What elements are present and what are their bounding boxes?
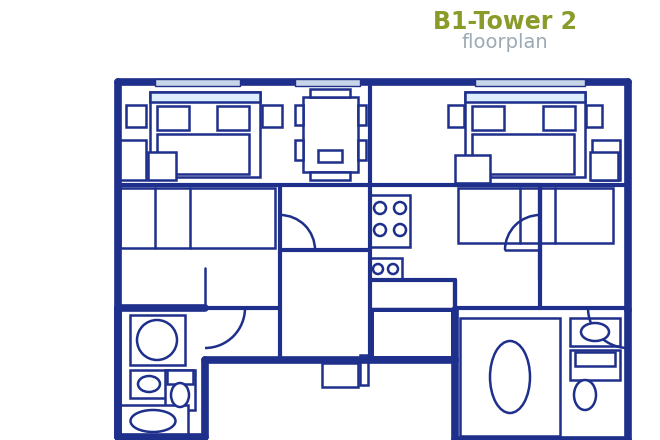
Bar xyxy=(155,79,240,86)
Bar xyxy=(543,106,575,130)
Bar xyxy=(322,363,358,387)
Bar xyxy=(150,92,260,177)
Bar xyxy=(310,172,350,180)
Bar xyxy=(448,105,464,127)
Bar xyxy=(475,79,585,86)
Bar xyxy=(130,315,185,365)
Bar xyxy=(295,140,303,160)
Bar xyxy=(570,350,620,380)
Bar xyxy=(592,140,620,180)
Circle shape xyxy=(374,224,386,236)
Circle shape xyxy=(374,202,386,214)
Bar xyxy=(465,92,585,177)
Text: floorplan: floorplan xyxy=(462,33,548,52)
Bar xyxy=(455,155,490,183)
Bar xyxy=(370,195,410,247)
Bar xyxy=(458,188,613,243)
Circle shape xyxy=(388,264,398,274)
Bar xyxy=(358,140,366,160)
Bar xyxy=(295,79,360,86)
Bar xyxy=(575,352,615,366)
Bar xyxy=(465,92,585,102)
Bar xyxy=(120,188,275,248)
Bar xyxy=(472,106,504,130)
Bar xyxy=(370,308,455,360)
Bar xyxy=(318,150,342,162)
Bar xyxy=(310,89,350,97)
Circle shape xyxy=(394,202,406,214)
Ellipse shape xyxy=(138,376,160,392)
Bar xyxy=(360,355,368,385)
Bar xyxy=(358,105,366,125)
Circle shape xyxy=(394,224,406,236)
Ellipse shape xyxy=(574,380,596,410)
Bar xyxy=(460,318,560,436)
Bar xyxy=(157,134,249,174)
Ellipse shape xyxy=(171,383,189,407)
Bar xyxy=(472,134,574,174)
Bar xyxy=(150,92,260,102)
Bar xyxy=(586,105,602,127)
Bar xyxy=(126,105,146,127)
Ellipse shape xyxy=(581,323,609,341)
Bar xyxy=(570,318,620,346)
Bar xyxy=(148,152,176,180)
Bar xyxy=(217,106,249,130)
Bar xyxy=(295,105,303,125)
Bar xyxy=(157,106,189,130)
Bar xyxy=(165,370,195,410)
Bar xyxy=(590,152,618,180)
Bar xyxy=(130,370,168,398)
Bar xyxy=(370,258,402,280)
Bar xyxy=(167,370,193,384)
Ellipse shape xyxy=(131,410,176,432)
Circle shape xyxy=(137,320,177,360)
Bar xyxy=(262,105,282,127)
Bar xyxy=(118,140,146,180)
Bar xyxy=(118,405,188,437)
Ellipse shape xyxy=(490,341,530,413)
Circle shape xyxy=(373,264,383,274)
Bar xyxy=(374,312,451,356)
Bar xyxy=(303,97,358,172)
Text: B1-Tower 2: B1-Tower 2 xyxy=(433,10,577,34)
